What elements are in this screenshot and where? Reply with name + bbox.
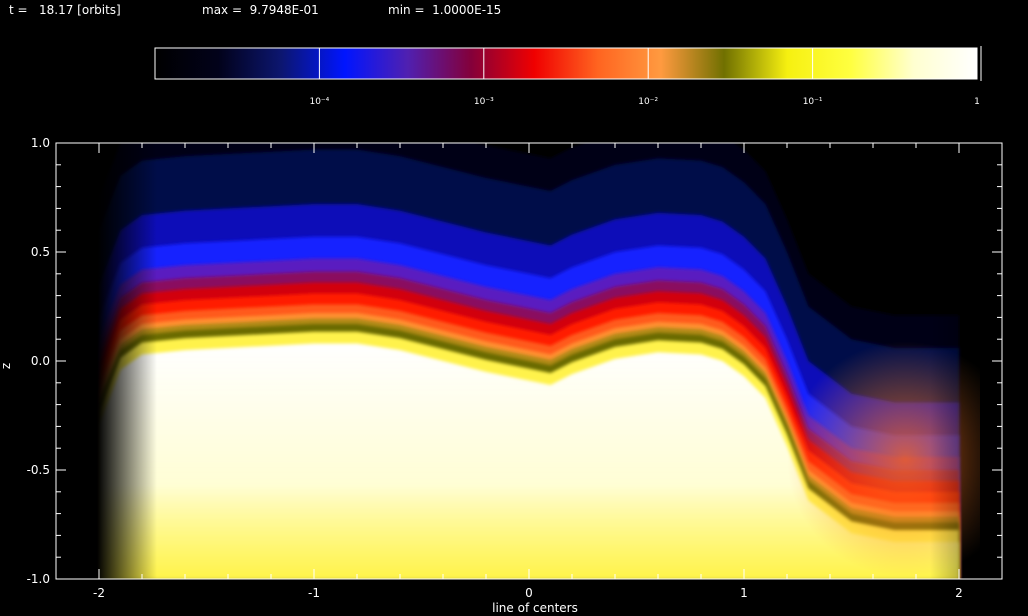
orange-stream [787,341,980,577]
colorbar-tick-label: 10⁻³ [474,97,494,107]
colorbar-tick-label: 10⁻² [638,97,658,107]
colorbar-tick-label: 10⁻¹ [803,97,823,107]
axis-ticks: -1.0 -0.5 0.0 0.5 1.0 -2 -1 0 1 2 [27,136,1003,600]
x-axis-label: line of centers [492,601,578,615]
right-edge-shade [930,143,980,579]
y-tick-label: -0.5 [27,463,50,477]
colorbar-tick-label: 10⁻⁴ [309,97,329,107]
colorbar-tick-label: 1 [974,97,980,107]
min-label: min = 1.0000E-15 [388,3,502,17]
x-tick-label: -2 [93,586,105,600]
x-tick-label: 2 [955,586,963,600]
time-label: t = 18.17 [orbits] [9,3,121,17]
heatmap [97,143,980,579]
y-axis-label: z [0,363,13,369]
colorbar: 10⁻⁴ 10⁻³ 10⁻² 10⁻¹ 1 [154,46,982,107]
max-label: max = 9.7948E-01 [202,3,319,17]
y-tick-label: 1.0 [31,136,50,150]
x-tick-label: -1 [308,586,320,600]
x-tick-label: 1 [740,586,748,600]
colorbar-gradient [154,47,978,80]
y-tick-label: 0.0 [31,354,50,368]
x-tick-label: 0 [525,586,533,600]
y-tick-label: 0.5 [31,245,50,259]
core-layer [99,343,959,579]
y-tick-label: -1.0 [27,572,50,586]
left-edge-shade [97,143,157,579]
